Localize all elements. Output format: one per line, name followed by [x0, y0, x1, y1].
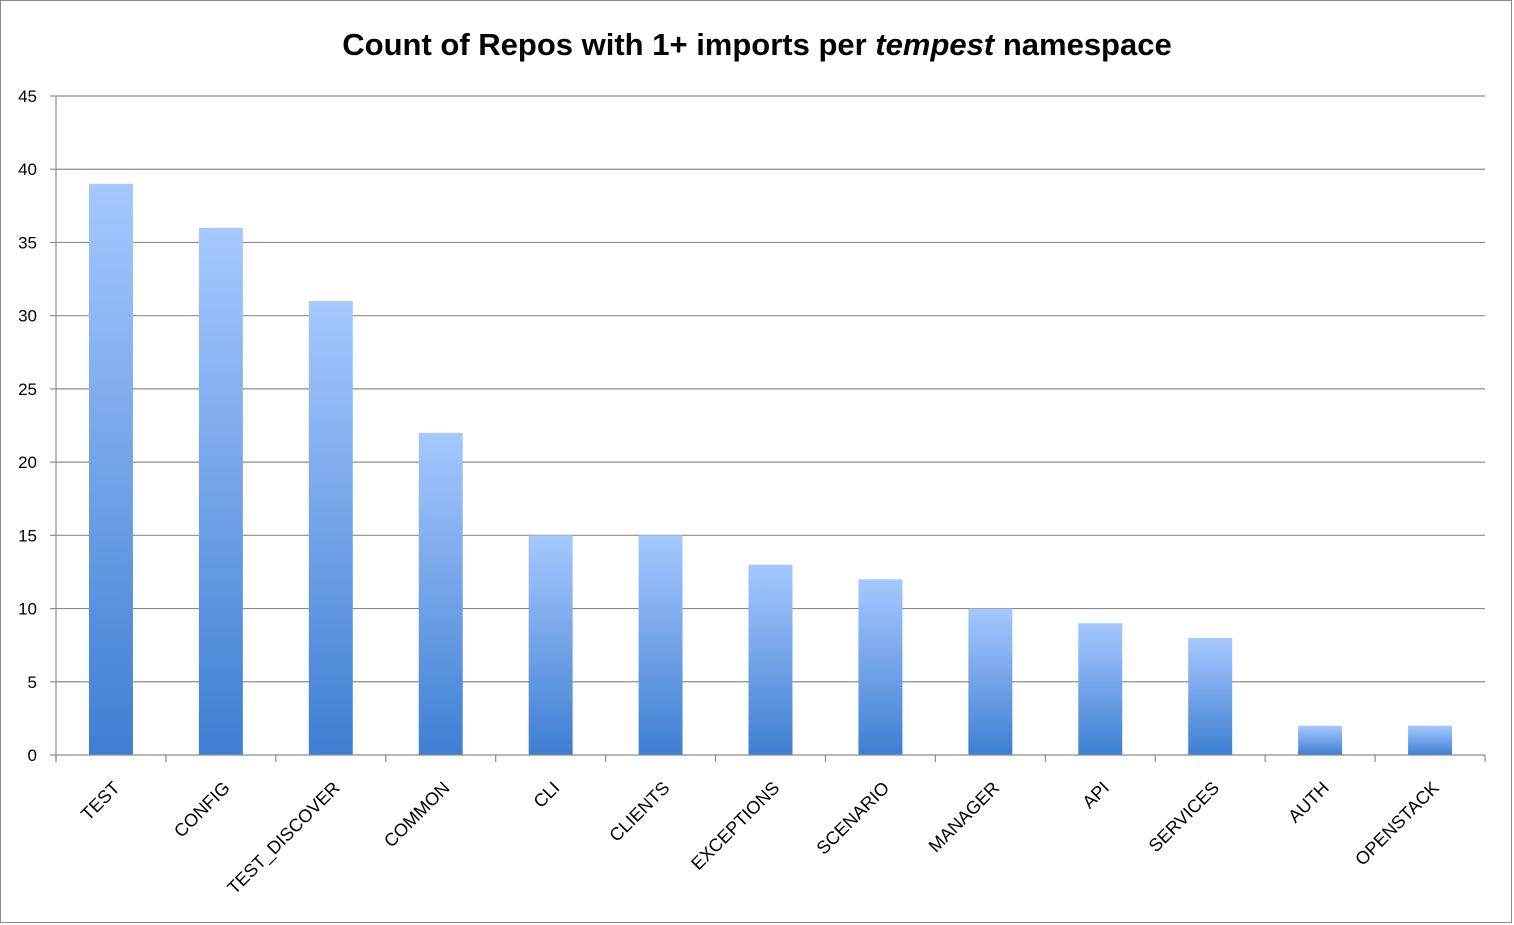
y-tick-label: 25	[18, 380, 37, 399]
x-category-label: AUTH	[1284, 778, 1333, 827]
x-category-label: CLIENTS	[606, 778, 674, 846]
y-tick-label: 20	[18, 453, 37, 472]
bar-auth	[1298, 725, 1343, 755]
y-tick-label: 5	[28, 673, 37, 692]
bar-manager	[968, 608, 1013, 755]
bar-exceptions	[748, 564, 793, 755]
bar-test-discover	[308, 301, 353, 755]
bar-services	[1188, 637, 1233, 755]
x-category-label: API	[1078, 778, 1113, 813]
axes	[50, 95, 1486, 762]
y-tick-label: 15	[18, 526, 37, 545]
x-category-label: CLI	[530, 778, 564, 812]
bar-scenario	[858, 579, 903, 755]
y-tick-label: 45	[18, 87, 37, 106]
chart-title-part-2: tempest	[875, 27, 995, 62]
chart-title-part-3: namespace	[994, 27, 1172, 62]
x-category-label: OPENSTACK	[1351, 778, 1443, 870]
chart-title: Count of Repos with 1+ imports per tempe…	[1, 27, 1513, 63]
bar-cli	[528, 535, 573, 755]
bars	[88, 183, 1453, 756]
x-category-label: TEST	[77, 778, 124, 825]
bar-clients	[638, 535, 683, 755]
x-category-label: MANAGER	[925, 778, 1003, 856]
y-tick-label: 30	[18, 307, 37, 326]
x-category-label: COMMON	[380, 778, 454, 852]
x-category-label: SCENARIO	[813, 778, 894, 859]
y-tick-label: 40	[18, 160, 37, 179]
bar-test	[88, 183, 133, 755]
y-tick-label: 0	[28, 746, 37, 765]
y-tick-label: 35	[18, 233, 37, 252]
bar-config	[198, 227, 243, 756]
x-category-label: EXCEPTIONS	[687, 778, 783, 874]
bar-common	[418, 432, 463, 755]
y-tick-label: 10	[18, 600, 37, 619]
bar-api	[1078, 623, 1123, 755]
bar-openstack	[1408, 725, 1453, 755]
x-category-label: TEST_DISCOVER	[223, 778, 344, 899]
chart-title-part-1: Count of Repos with 1+ imports per	[342, 27, 876, 62]
x-category-label: SERVICES	[1145, 778, 1223, 856]
x-category-label: CONFIG	[170, 778, 234, 842]
